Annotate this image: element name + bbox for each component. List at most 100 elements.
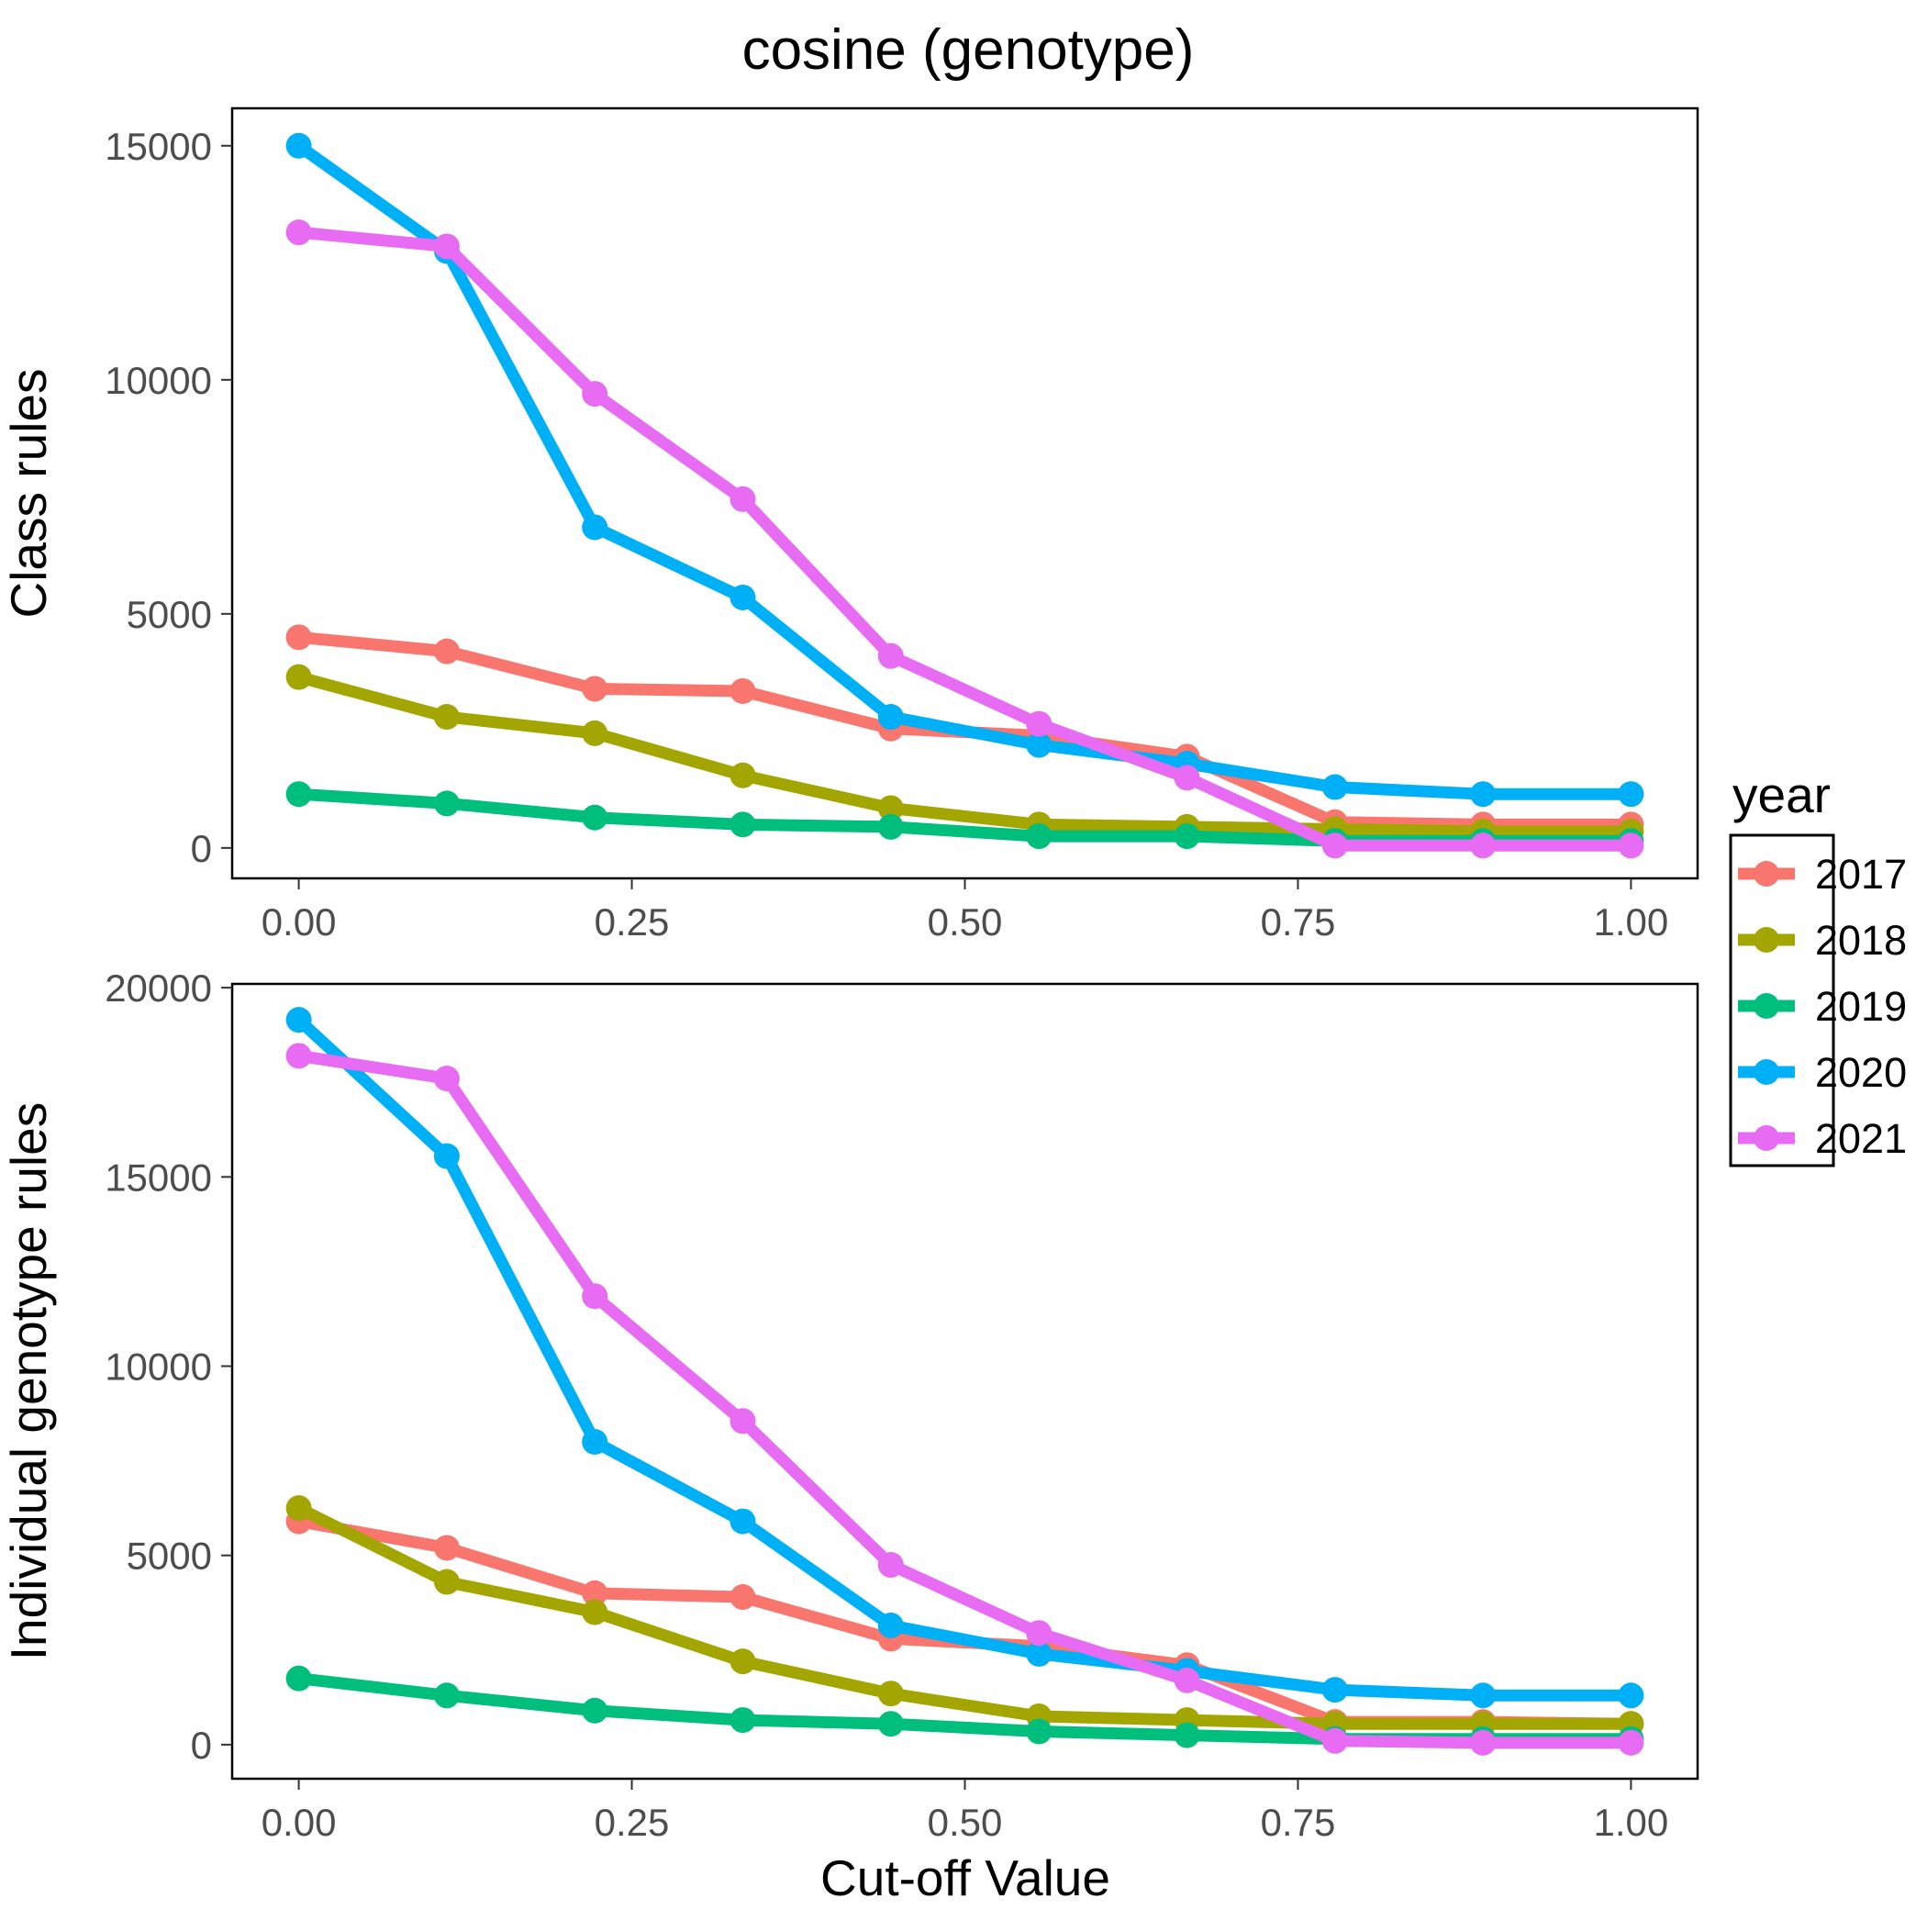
data-point-2021 [1618, 832, 1644, 859]
data-point-2020 [1470, 1682, 1497, 1709]
series-line-2021 [297, 1049, 1632, 1749]
data-point-2019 [1026, 1718, 1053, 1745]
data-point-2019 [730, 811, 756, 838]
x-tick-label: 1.00 [1594, 900, 1669, 944]
legend-item-2021: 2021 [1738, 1115, 1907, 1162]
data-point-2020 [1470, 781, 1497, 808]
data-point-2021 [1026, 710, 1053, 737]
y-axis-title: Individual genotype rules [0, 1102, 57, 1660]
series-line-2018 [296, 671, 1632, 838]
data-point-2020 [877, 704, 904, 731]
x-tick-label: 0.75 [1261, 1801, 1336, 1844]
data-point-2020 [1321, 1677, 1348, 1703]
legend-label: 2021 [1815, 1115, 1907, 1162]
series-2021 [285, 219, 1644, 859]
data-point-2021 [582, 381, 608, 408]
legend-label: 2018 [1815, 917, 1907, 964]
data-point-2019 [582, 804, 608, 831]
data-point-2021 [1470, 1729, 1497, 1756]
data-point-2019 [1026, 823, 1053, 850]
data-point-2018 [582, 1599, 608, 1625]
data-point-2017 [582, 676, 608, 702]
data-point-2021 [877, 642, 904, 669]
legend-item-2020: 2020 [1738, 1049, 1907, 1096]
y-axis-title: Class rules [0, 368, 57, 618]
data-point-2021 [730, 486, 756, 512]
x-tick-label: 1.00 [1594, 1801, 1669, 1844]
data-point-2017 [730, 677, 756, 704]
data-point-2021 [1321, 832, 1348, 859]
data-point-2020 [582, 1428, 608, 1455]
data-point-2019 [877, 1711, 904, 1737]
legend-key-point [1754, 993, 1779, 1019]
series-2021 [285, 1043, 1644, 1756]
data-point-2019 [730, 1707, 756, 1734]
data-point-2019 [877, 813, 904, 840]
legend-label: 2017 [1815, 851, 1907, 898]
legend-label: 2019 [1815, 983, 1907, 1030]
data-point-2020 [1618, 781, 1644, 808]
y-tick-label: 10000 [105, 359, 212, 402]
data-point-2017 [582, 1580, 608, 1606]
series-2018 [285, 1495, 1644, 1737]
data-point-2018 [285, 664, 312, 690]
y-tick-label: 10000 [105, 1346, 212, 1389]
legend-item-2019: 2019 [1738, 983, 1907, 1030]
data-point-2020 [730, 584, 756, 610]
data-point-2021 [433, 1066, 460, 1092]
data-point-2018 [730, 1648, 756, 1675]
data-point-2020 [877, 1612, 904, 1638]
data-point-2021 [1321, 1727, 1348, 1754]
legend-key-point [1754, 927, 1779, 953]
legend-label: 2020 [1815, 1049, 1907, 1096]
legend: year 2017 2018 2019 2020 2021 [1729, 766, 1907, 1167]
y-tick-label: 20000 [105, 966, 212, 1010]
x-tick-label: 0.50 [928, 900, 1003, 944]
y-tick-label: 5000 [127, 593, 212, 636]
data-point-2018 [285, 1495, 312, 1522]
data-point-2017 [433, 638, 460, 664]
data-point-2019 [1174, 1722, 1200, 1748]
data-point-2018 [877, 1681, 904, 1707]
data-point-2021 [1470, 832, 1497, 859]
data-point-2019 [433, 790, 460, 817]
data-point-2018 [433, 704, 460, 731]
data-point-2018 [877, 795, 904, 821]
data-point-2021 [582, 1283, 608, 1310]
y-tick-label: 15000 [105, 125, 212, 168]
x-tick-label: 0.00 [262, 900, 337, 944]
y-tick-label: 0 [191, 1724, 212, 1767]
data-point-2019 [285, 781, 312, 808]
x-tick-label: 0.25 [595, 1801, 670, 1844]
y-tick-label: 0 [191, 827, 212, 870]
x-tick-label: 0.25 [595, 900, 670, 944]
data-point-2021 [1174, 765, 1200, 791]
data-point-2021 [1174, 1667, 1200, 1693]
data-point-2018 [730, 762, 756, 788]
legend-item-2018: 2018 [1738, 917, 1907, 964]
data-point-2019 [285, 1665, 312, 1692]
data-point-2019 [1174, 823, 1200, 850]
data-point-2020 [1026, 1640, 1053, 1667]
series-line-2018 [295, 1502, 1632, 1730]
data-point-2017 [285, 624, 312, 651]
x-tick-label: 0.00 [262, 1801, 337, 1844]
data-point-2020 [1026, 731, 1053, 758]
legend-key-point [1754, 1125, 1779, 1151]
series-2020 [285, 132, 1644, 808]
data-point-2019 [433, 1682, 460, 1709]
data-point-2020 [285, 132, 312, 159]
x-tick-label: 0.75 [1261, 900, 1336, 944]
data-point-2020 [1321, 774, 1348, 800]
data-point-2017 [730, 1584, 756, 1611]
legend-item-2017: 2017 [1738, 851, 1907, 898]
data-point-2020 [730, 1508, 756, 1535]
data-point-2020 [285, 1007, 312, 1033]
x-tick-label: 0.50 [928, 1801, 1003, 1844]
data-point-2020 [1618, 1682, 1644, 1709]
data-point-2021 [877, 1552, 904, 1579]
data-point-2020 [433, 1143, 460, 1169]
series-line-2020 [295, 1015, 1632, 1702]
